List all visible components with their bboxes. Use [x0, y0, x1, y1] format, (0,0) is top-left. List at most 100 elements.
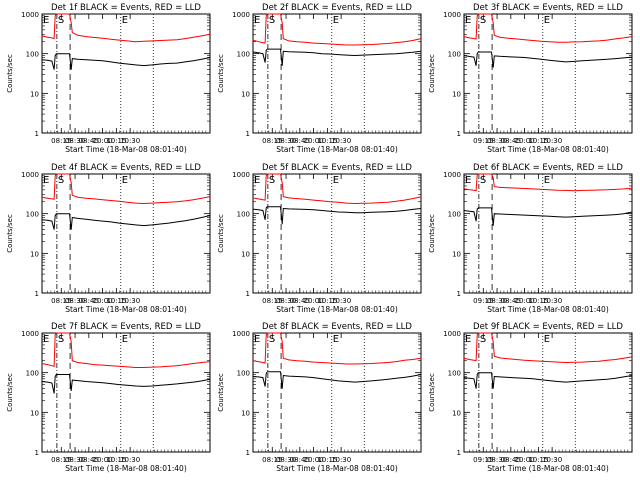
- series-point: [209, 378, 211, 380]
- series-point: [615, 189, 616, 190]
- series-point: [271, 13, 273, 15]
- x-tick-label: 09:15: [473, 297, 493, 305]
- series-point: [492, 388, 494, 389]
- marker-label-e: E: [254, 15, 260, 26]
- series-point: [532, 215, 534, 216]
- series-point: [281, 388, 283, 389]
- series-point: [540, 58, 542, 60]
- series-point: [475, 38, 477, 40]
- series-point: [565, 216, 567, 218]
- x-tick-label: 10:15: [317, 137, 337, 145]
- x-tick-label: 10:00: [92, 456, 112, 464]
- series-point: [262, 42, 264, 43]
- y-tick-label: 1: [246, 130, 250, 138]
- x-tick-label: 10:15: [106, 456, 126, 464]
- series-point: [565, 41, 567, 43]
- series-point: [51, 37, 53, 39]
- series-point: [135, 224, 136, 226]
- series-point: [395, 200, 397, 202]
- series-point: [540, 215, 542, 217]
- series-point: [475, 220, 477, 222]
- x-tick-label: 08:15: [51, 297, 71, 305]
- series-point: [282, 196, 284, 197]
- series-point: [515, 56, 517, 58]
- series-point: [582, 60, 583, 62]
- series-line-lld: [41, 13, 211, 43]
- series-point: [85, 363, 87, 364]
- series-point: [262, 210, 264, 211]
- series-point: [515, 38, 517, 40]
- series-point: [69, 213, 70, 215]
- series-point: [565, 381, 567, 383]
- series-point: [329, 210, 331, 212]
- series-point: [70, 229, 72, 230]
- series-point: [524, 214, 525, 216]
- series-point: [404, 52, 405, 54]
- series-point: [143, 225, 145, 226]
- x-tick-label: 10:00: [514, 137, 534, 145]
- series-point: [280, 13, 281, 15]
- series-point: [201, 380, 203, 382]
- series-point: [168, 384, 170, 385]
- series-point: [127, 366, 128, 368]
- series-point: [41, 196, 43, 198]
- series-point: [493, 34, 495, 36]
- series-point: [280, 173, 281, 175]
- series-point: [354, 381, 356, 383]
- series-point: [135, 41, 136, 43]
- series-point: [69, 53, 70, 55]
- series-point: [55, 13, 57, 15]
- chart-title: Det 8f BLACK = Events, RED = LLD: [262, 322, 412, 332]
- series-point: [110, 365, 112, 367]
- x-axis-label: Start Time (18-Mar-08 08:01:40): [487, 464, 609, 473]
- series-point: [582, 190, 583, 191]
- series-point: [151, 64, 153, 66]
- series-point: [55, 173, 57, 175]
- series-point: [313, 209, 314, 211]
- series-point: [482, 173, 484, 175]
- series-point: [54, 376, 56, 377]
- series-point: [143, 386, 145, 387]
- series-point: [266, 206, 268, 208]
- series-point: [85, 197, 87, 199]
- series-point: [102, 199, 103, 201]
- series-point: [493, 213, 495, 215]
- x-tick-label: 08:30: [487, 297, 507, 305]
- series-point: [515, 214, 517, 216]
- series-point: [252, 197, 254, 199]
- series-point: [258, 361, 259, 362]
- series-point: [93, 37, 95, 38]
- x-tick-label: 10:00: [303, 297, 323, 305]
- x-tick-label: 08:45: [501, 297, 521, 305]
- y-tick-label: 1000: [21, 330, 39, 338]
- series-point: [346, 202, 347, 204]
- chart-title: Det 2f BLACK = Events, RED = LLD: [262, 3, 412, 13]
- series-point: [606, 58, 608, 60]
- series-point: [280, 332, 281, 334]
- series-point: [473, 38, 475, 39]
- y-tick-label: 100: [448, 370, 461, 378]
- series-point: [135, 385, 136, 387]
- series-point: [266, 173, 268, 175]
- series-point: [473, 378, 475, 380]
- chart-panel-4: Det 4f BLACK = Events, RED = LLD 1 10 100 10…: [6, 163, 211, 314]
- series-point: [623, 376, 625, 378]
- series-point: [193, 363, 194, 364]
- series-point: [321, 200, 323, 202]
- y-axis-label: Counts/sec: [428, 214, 436, 253]
- series-point: [201, 35, 203, 37]
- series-point: [304, 51, 306, 53]
- series-point: [492, 22, 494, 24]
- series-point: [47, 219, 48, 221]
- series-point: [54, 15, 56, 17]
- series-point: [346, 44, 347, 46]
- series-point: [475, 190, 477, 192]
- y-tick-label: 1000: [443, 11, 461, 19]
- series-point: [477, 51, 479, 53]
- series-point: [395, 210, 397, 212]
- series-point: [168, 222, 170, 224]
- x-tick-label: 08:45: [501, 456, 521, 464]
- series-point: [491, 51, 492, 53]
- series-point: [102, 220, 103, 222]
- series-line-lld: [252, 173, 422, 205]
